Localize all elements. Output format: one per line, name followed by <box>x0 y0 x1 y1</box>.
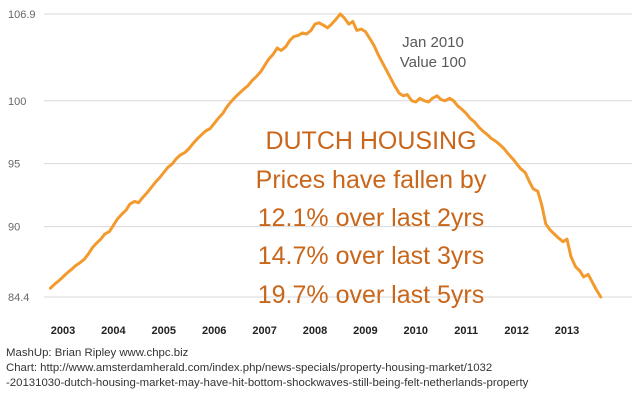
x-tick-label: 2009 <box>353 325 377 337</box>
y-tick-label: 106.9 <box>8 9 36 21</box>
house-price-line <box>48 12 603 299</box>
gridlines <box>44 13 632 298</box>
credits: MashUp: Brian Ripley www.chpc.biz Chart:… <box>6 346 638 391</box>
x-tick-label: 2012 <box>504 325 528 337</box>
y-tick-label: 100 <box>8 96 26 108</box>
x-tick-label: 2005 <box>152 325 176 337</box>
y-axis-ticks: 106.9 100 95 90 84.4 <box>8 9 36 304</box>
y-tick-label: 90 <box>8 222 20 234</box>
headline-line-3: 14.7% over last 3yrs <box>258 242 485 270</box>
headline-title: DUTCH HOUSING <box>265 127 476 155</box>
annotation-value-100: Value 100 <box>400 54 466 71</box>
headline-line-4: 19.7% over last 5yrs <box>258 281 485 309</box>
x-tick-label: 2004 <box>101 325 126 337</box>
headline-line-1: Prices have fallen by <box>256 166 487 194</box>
series-layer <box>48 12 603 299</box>
x-tick-label: 2013 <box>555 325 579 337</box>
x-tick-label: 2003 <box>51 325 75 337</box>
headline-annotation: DUTCH HOUSING Prices have fallen by 12.1… <box>256 127 487 309</box>
source-url-line-2: -20131030-dutch-housing-market-may-have-… <box>6 377 529 389</box>
y-tick-label: 84.4 <box>8 292 29 304</box>
x-tick-label: 2006 <box>202 325 226 337</box>
x-axis-ticks: 2003 2004 2005 2006 2007 2008 2009 2010 2011 2012… <box>51 325 579 337</box>
x-tick-label: 2007 <box>252 325 276 337</box>
reference-annotation: Jan 2010 Value 100 <box>400 34 466 71</box>
x-tick-label: 2011 <box>454 325 478 337</box>
source-url-line-1: Chart: http://www.amsterdamherald.com/in… <box>6 362 493 374</box>
headline-line-2: 12.1% over last 2yrs <box>258 204 485 232</box>
y-tick-label: 95 <box>8 159 20 171</box>
x-tick-label: 2010 <box>404 325 428 337</box>
annotation-jan-2010: Jan 2010 <box>402 34 464 51</box>
mashup-credit: MashUp: Brian Ripley www.chpc.biz <box>6 347 189 359</box>
x-tick-label: 2008 <box>303 325 327 337</box>
